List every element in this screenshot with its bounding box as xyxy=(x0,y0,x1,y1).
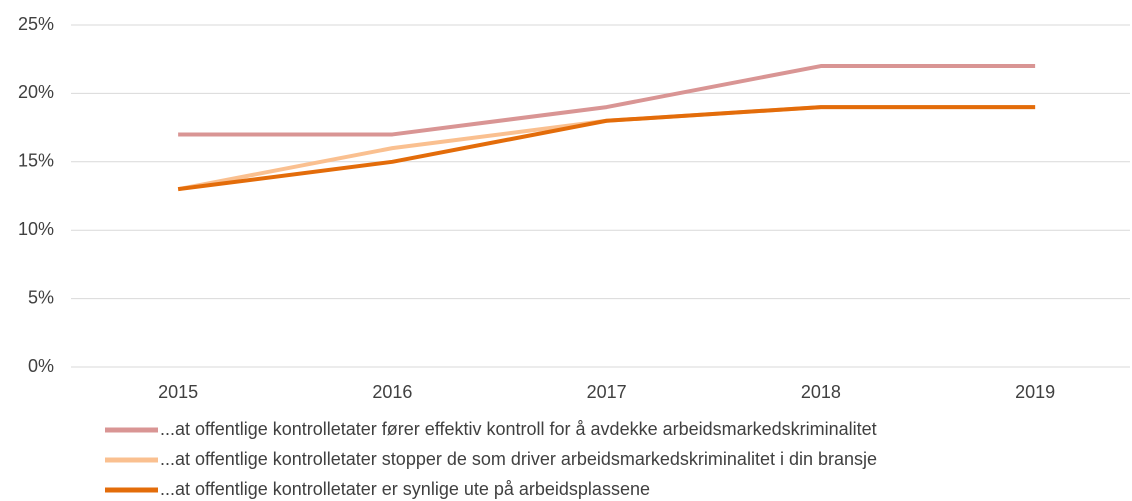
legend-label: ...at offentlige kontrolletater fører ef… xyxy=(160,419,877,439)
legend-label: ...at offentlige kontrolletater stopper … xyxy=(160,449,877,469)
series-line xyxy=(178,64,1036,137)
x-tick-label: 2019 xyxy=(1015,382,1055,402)
y-tick-label: 25% xyxy=(18,14,54,34)
y-tick-label: 5% xyxy=(28,287,54,307)
y-tick-label: 10% xyxy=(18,219,54,239)
x-tick-label: 2017 xyxy=(587,382,627,402)
series-line xyxy=(177,105,1036,192)
legend-label: ...at offentlige kontrolletater er synli… xyxy=(160,479,650,499)
y-tick-label: 15% xyxy=(18,151,54,171)
y-tick-label: 20% xyxy=(18,82,54,102)
x-tick-label: 2016 xyxy=(372,382,412,402)
x-tick-label: 2015 xyxy=(158,382,198,402)
x-tick-label: 2018 xyxy=(801,382,841,402)
y-tick-label: 0% xyxy=(28,356,54,376)
